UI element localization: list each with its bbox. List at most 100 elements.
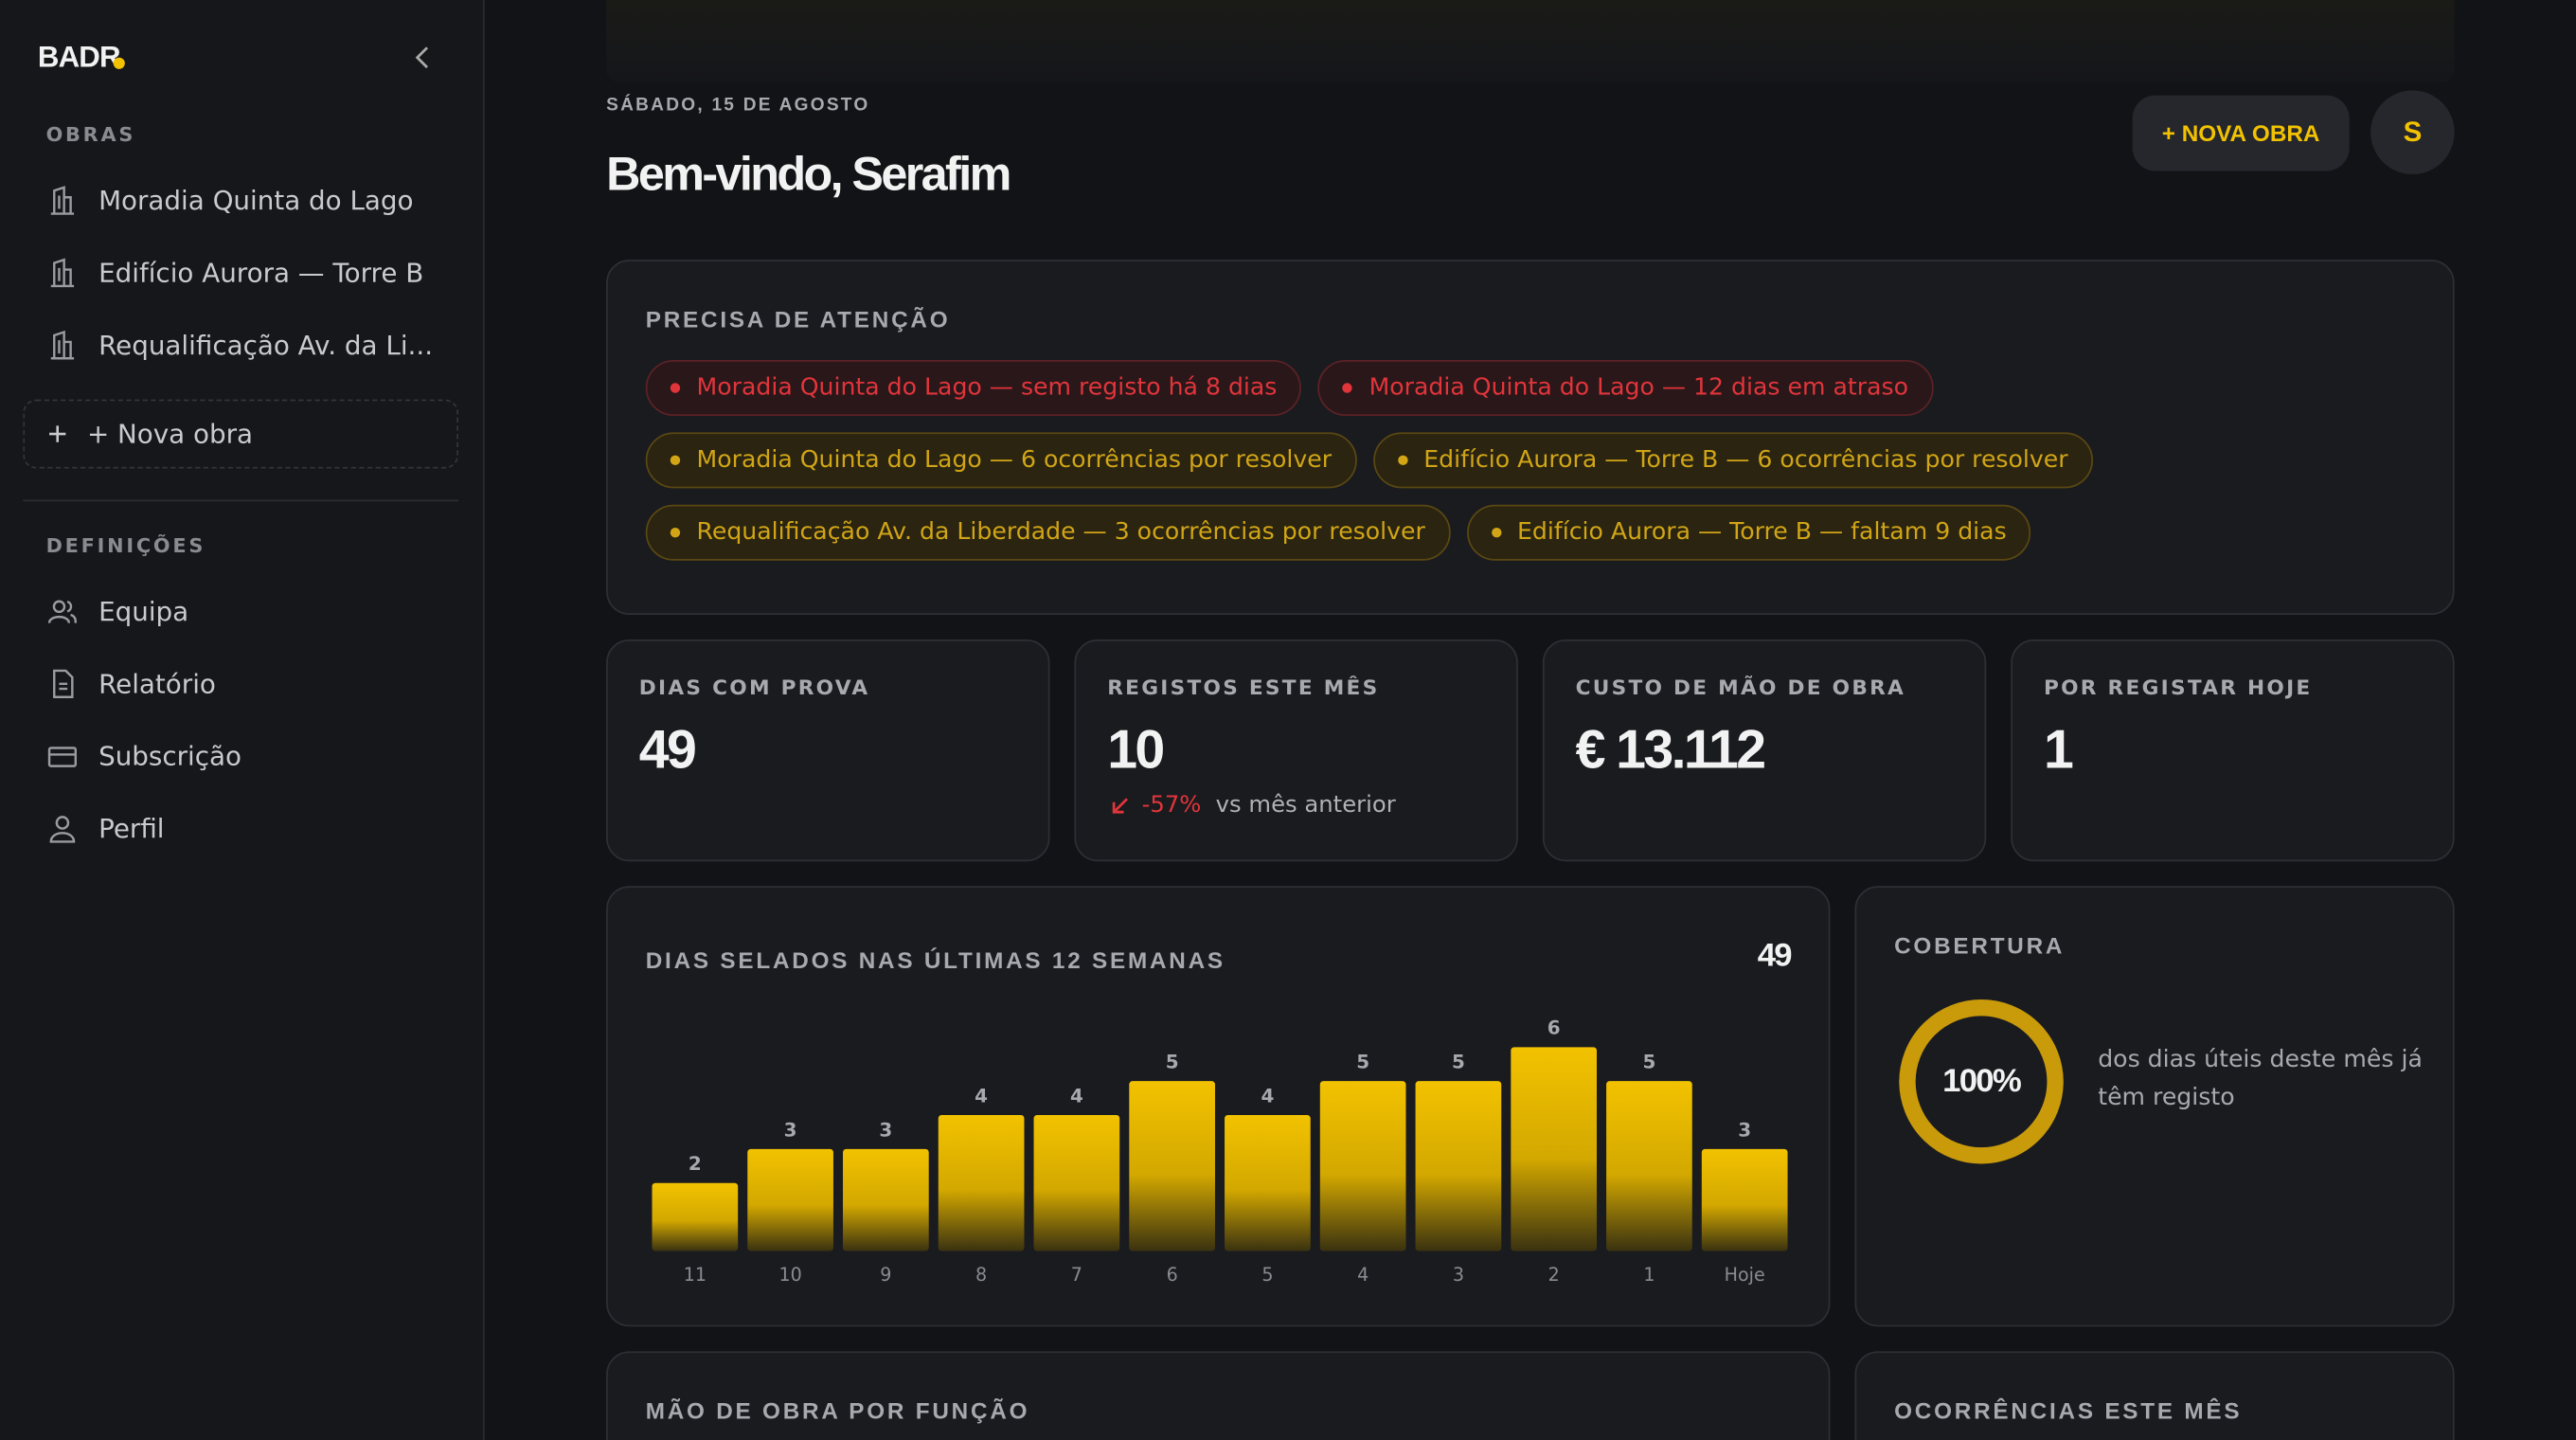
building-icon	[50, 186, 75, 215]
alert-dot	[1397, 455, 1407, 466]
alert-dot	[670, 455, 681, 466]
new-obra-header-button[interactable]: + NOVA OBRA	[2132, 95, 2350, 171]
nav-item[interactable]: Moradia Quinta do Lago	[98, 185, 414, 217]
section-title: OBRAS	[45, 123, 136, 147]
alert-chip[interactable]: Requalificação Av. da Liberdade — 3 ocor…	[645, 504, 1450, 561]
alert-text: Edifício Aurora — Torre B — faltam 9 dia…	[1517, 519, 2007, 547]
bar	[1033, 1115, 1120, 1251]
alert-list: Moradia Quinta do Lago — sem registo há …	[645, 360, 2420, 561]
x-tick-label: 8	[975, 1265, 987, 1286]
date: SÁBADO, 15 DE AGOSTO	[606, 95, 870, 116]
nav-item[interactable]: Perfil	[98, 813, 165, 845]
trend-arrow	[1112, 798, 1128, 814]
banner	[606, 0, 2455, 82]
kpi-change: -57%	[1141, 792, 1202, 819]
page-title: Bem-vindo, Serafim	[606, 149, 1011, 202]
coverage-value: 100%	[1942, 1062, 2022, 1099]
logo[interactable]: BADR	[37, 40, 121, 74]
x-tick-label: 4	[1357, 1265, 1368, 1286]
x-tick-label: 6	[1167, 1265, 1178, 1286]
bar-value-label: 2	[689, 1152, 702, 1175]
nav-item[interactable]: Requalificação Av. da Li...	[98, 329, 434, 361]
alert-chip[interactable]: Moradia Quinta do Lago — 6 ocorrências p…	[645, 432, 1357, 489]
kpi-label: DIAS COM PROVA	[638, 675, 870, 700]
bar-value-label: 3	[1738, 1118, 1751, 1141]
x-tick-label: 2	[1548, 1265, 1560, 1286]
coverage-text: dos dias úteis deste mês já têm registo	[2098, 1047, 2423, 1111]
kpi-value: 49	[638, 718, 697, 780]
bar-value-label: 5	[1166, 1051, 1179, 1073]
section-card: MÃO DE OBRA POR FUNÇÃO	[606, 1351, 1831, 1440]
kpi-value: 1	[2043, 718, 2074, 780]
x-tick-label: 1	[1643, 1265, 1655, 1286]
nav-item[interactable]: Edifício Aurora — Torre B	[98, 257, 424, 289]
bar	[747, 1148, 833, 1251]
card-title: COBERTURA	[1894, 931, 2066, 959]
divider	[23, 499, 458, 502]
report-icon	[53, 669, 74, 698]
bar-value-label: 6	[1547, 1017, 1561, 1039]
building-icon	[50, 258, 75, 288]
bar-value-label: 4	[1261, 1084, 1274, 1107]
x-tick-label: Hoje	[1725, 1265, 1765, 1286]
alert-dot	[1342, 383, 1353, 393]
alert-dot	[670, 383, 681, 393]
coverage-arc	[1899, 999, 2064, 1164]
x-tick-label: 3	[1453, 1265, 1464, 1286]
logo-dot	[113, 57, 125, 69]
nav-item[interactable]: Equipa	[98, 596, 189, 627]
bar-value-label: 3	[879, 1118, 892, 1141]
kpi-change-text: vs mês anterior	[1215, 792, 1396, 819]
attention-card: PRECISA DE ATENÇÃO Moradia Quinta do Lag…	[606, 260, 2455, 615]
bar-chart: 2 11 3 10 3 9 4 8 4 7 5 6 4 5 5 4 5 3 6 2 5 1 3 Hoje	[652, 1017, 1788, 1286]
new-obra-button[interactable]	[23, 399, 458, 469]
card-title: OCORRÊNCIAS ESTE MÊS	[1894, 1396, 2243, 1424]
bar	[1225, 1115, 1311, 1251]
bar	[652, 1182, 739, 1251]
avatar[interactable]: S	[2370, 90, 2455, 174]
kpi-value: € 13.112	[1575, 718, 1766, 780]
alert-text: Edifício Aurora — Torre B — 6 ocorrência…	[1423, 446, 2068, 474]
kpi-value: 10	[1107, 718, 1165, 780]
team-icon	[47, 600, 78, 623]
sidebar: BADR OBRAS Moradia Quinta do Lago Edifíc…	[0, 0, 485, 1440]
alert-dot	[1491, 527, 1501, 538]
bar	[938, 1115, 1025, 1251]
x-tick-label: 7	[1071, 1265, 1082, 1286]
alert-chip[interactable]: Moradia Quinta do Lago — sem registo há …	[645, 360, 1302, 417]
alert-chip[interactable]: Moradia Quinta do Lago — 12 dias em atra…	[1317, 360, 1934, 417]
kpi-label: REGISTOS ESTE MÊS	[1107, 675, 1380, 700]
bar-value-label: 5	[1642, 1051, 1655, 1073]
bar-value-label: 3	[784, 1118, 797, 1141]
alert-chip[interactable]: Edifício Aurora — Torre B — 6 ocorrência…	[1372, 432, 2093, 489]
alert-chip[interactable]: Edifício Aurora — Torre B — faltam 9 dia…	[1466, 504, 2031, 561]
kpi-label: CUSTO DE MÃO DE OBRA	[1575, 675, 1906, 700]
alert-text: Moradia Quinta do Lago — 12 dias em atra…	[1368, 374, 1908, 402]
alert-text: Moradia Quinta do Lago — 6 ocorrências p…	[696, 446, 1333, 474]
trend-icon	[1112, 798, 1128, 814]
alert-dot	[670, 527, 681, 538]
building-icon	[50, 330, 75, 360]
nav-item[interactable]: Relatório	[98, 668, 216, 700]
kpi-card: DIAS COM PROVA 49	[606, 639, 1050, 862]
coverage-card: COBERTURA 100% dos dias úteis deste mês …	[1854, 886, 2455, 1327]
bar	[1511, 1047, 1598, 1251]
kpi-label: POR REGISTAR HOJE	[2043, 675, 2313, 700]
bar	[1319, 1081, 1406, 1251]
x-tick-label: 9	[880, 1265, 891, 1286]
collapse-button[interactable]	[411, 45, 434, 71]
bar-value-label: 4	[975, 1084, 988, 1107]
card-icon	[47, 747, 78, 767]
x-tick-label: 5	[1261, 1265, 1273, 1286]
section-card: OCORRÊNCIAS ESTE MÊS	[1854, 1351, 2455, 1440]
x-tick-label: 10	[778, 1265, 801, 1286]
new-obra-label: + Nova obra	[86, 418, 254, 450]
kpi-card: REGISTOS ESTE MÊS 10 -57% vs mês anterior	[1074, 639, 1518, 862]
bar	[843, 1148, 929, 1251]
bar	[1701, 1148, 1788, 1251]
nav-item[interactable]: Subscrição	[98, 740, 242, 772]
plus-icon	[49, 425, 66, 442]
card-title: MÃO DE OBRA POR FUNÇÃO	[645, 1396, 1030, 1424]
